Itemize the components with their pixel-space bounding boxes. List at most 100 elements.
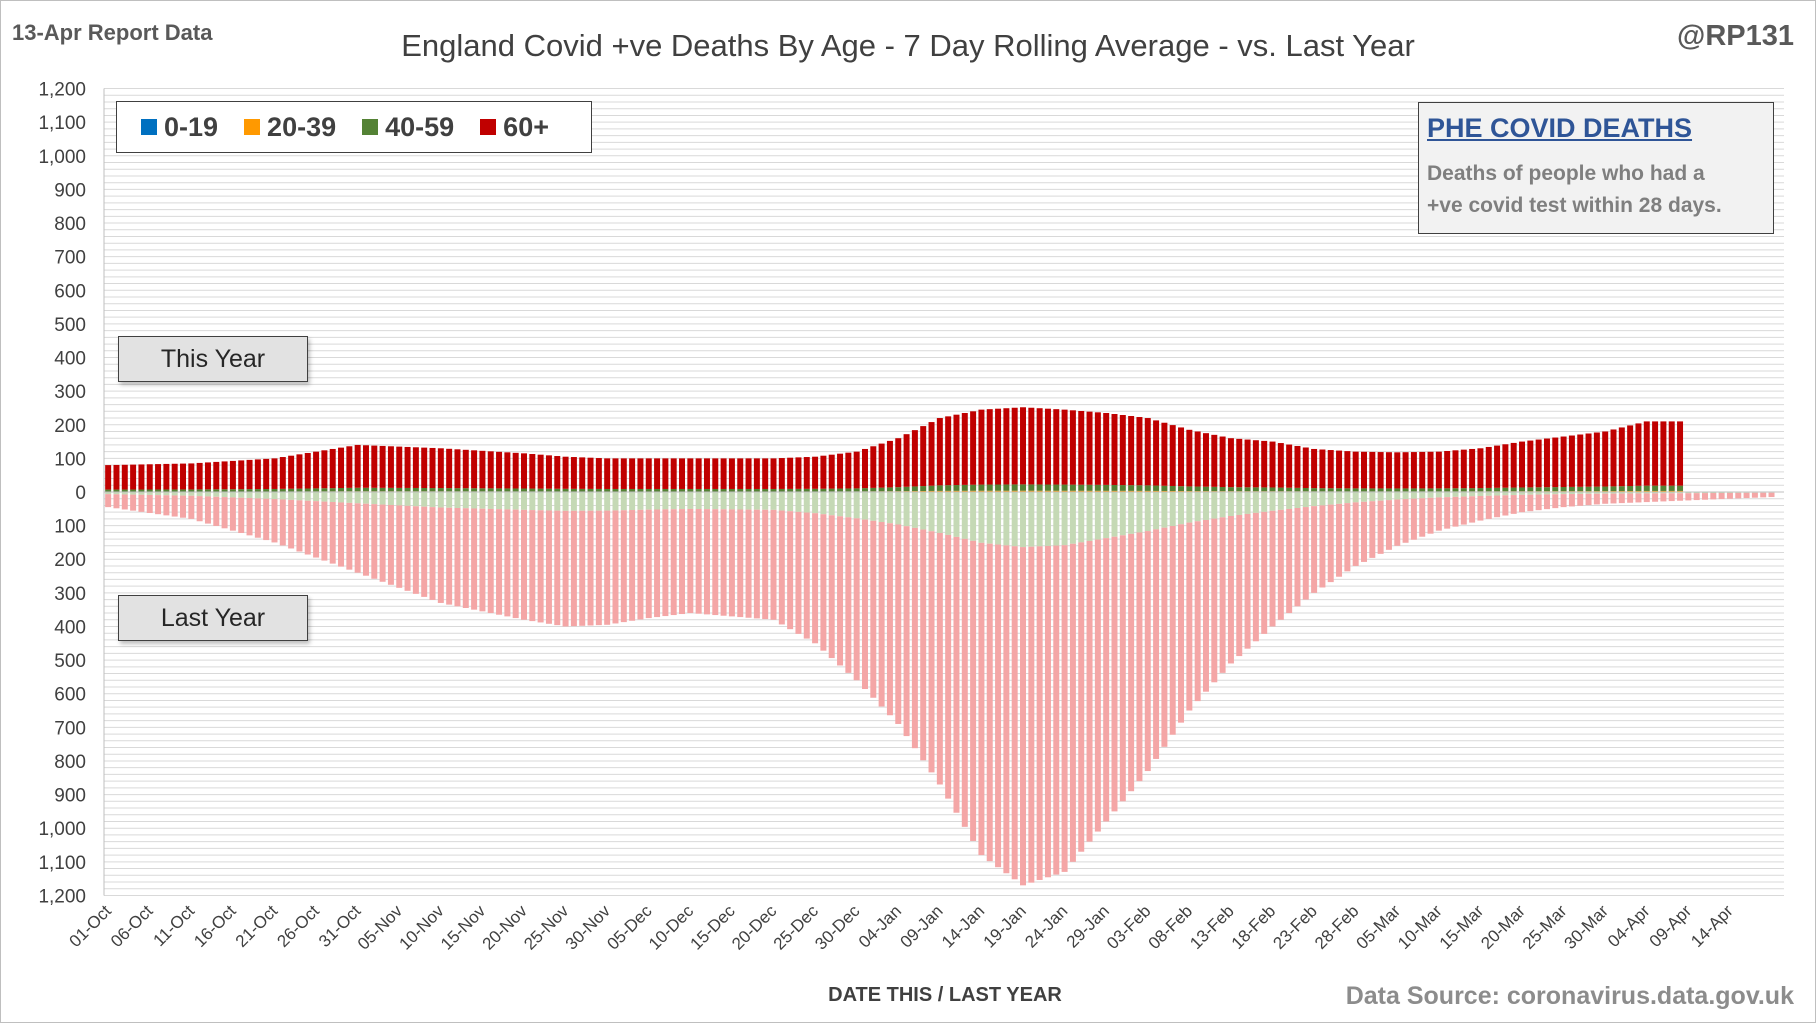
last-year-bar-60-plus bbox=[1710, 493, 1717, 500]
this-year-bar-20-39 bbox=[911, 491, 918, 492]
last-year-bar-40-59 bbox=[961, 492, 968, 539]
this-year-bar-60-plus bbox=[978, 409, 985, 485]
this-year-bar-40-59 bbox=[1094, 484, 1101, 491]
last-year-bar-60-plus bbox=[886, 523, 893, 716]
last-year-bar-40-59 bbox=[1552, 492, 1559, 495]
x-tick-label: 10-Mar bbox=[1394, 901, 1446, 953]
this-year-bar-40-59 bbox=[579, 488, 586, 492]
this-year-bar-60-plus bbox=[529, 454, 536, 489]
this-year-bar-40-59 bbox=[695, 488, 702, 492]
this-year-bar-60-plus bbox=[920, 426, 927, 487]
note-line-1: Deaths of people who had a bbox=[1427, 162, 1705, 185]
this-year-bar-20-39 bbox=[936, 490, 943, 492]
last-year-bar-60-plus bbox=[221, 497, 228, 529]
this-year-bar-60-plus bbox=[180, 463, 187, 490]
last-year-bar-60-plus bbox=[1011, 546, 1018, 880]
this-year-bar-40-59 bbox=[970, 484, 977, 491]
last-year-bar-60-plus bbox=[637, 509, 644, 620]
last-year-bar-40-59 bbox=[1410, 492, 1417, 499]
last-year-bar-60-plus bbox=[1635, 493, 1642, 503]
this-year-bar-40-59 bbox=[1336, 488, 1343, 492]
definition-note: PHE COVID DEATHS Deaths of people who ha… bbox=[1418, 102, 1774, 234]
this-year-bar-40-59 bbox=[1444, 488, 1451, 492]
this-year-bar-40-59 bbox=[986, 484, 993, 491]
this-year-bar-40-59 bbox=[1153, 485, 1160, 491]
last-year-bar-40-59 bbox=[837, 492, 844, 517]
y-tick-label: 1,000 bbox=[38, 147, 86, 168]
last-year-bar-40-59 bbox=[612, 492, 619, 511]
this-year-bar-40-59 bbox=[229, 489, 236, 492]
this-year-bar-60-plus bbox=[645, 458, 652, 489]
this-year-bar-60-plus bbox=[496, 451, 503, 489]
x-tick-label: 28-Feb bbox=[1311, 901, 1363, 953]
last-year-bar-60-plus bbox=[1701, 493, 1708, 500]
last-year-bar-40-59 bbox=[1169, 492, 1176, 526]
this-year-bar-60-plus bbox=[945, 416, 952, 486]
this-year-bar-40-59 bbox=[1269, 487, 1276, 492]
last-year-bar-40-59 bbox=[387, 492, 394, 505]
last-year-bar-60-plus bbox=[421, 506, 428, 597]
last-year-bar-40-59 bbox=[1693, 492, 1700, 494]
this-year-bar-60-plus bbox=[936, 418, 943, 486]
last-year-bar-60-plus bbox=[1726, 492, 1733, 499]
this-year-bar-60-plus bbox=[1344, 451, 1351, 489]
last-year-bar-60-plus bbox=[1319, 505, 1326, 588]
this-year-bar-20-39 bbox=[1003, 490, 1010, 492]
this-year-bar-40-59 bbox=[1136, 485, 1143, 491]
last-year-bar-40-59 bbox=[1701, 492, 1708, 494]
x-tick-label: 13-Feb bbox=[1186, 901, 1238, 953]
this-year-bar-40-59 bbox=[853, 488, 860, 492]
last-year-bar-60-plus bbox=[1552, 494, 1559, 509]
this-year-bar-40-59 bbox=[670, 488, 677, 492]
last-year-bar-60-plus bbox=[504, 509, 511, 617]
last-year-bar-60-plus bbox=[1469, 496, 1476, 523]
last-year-bar-40-59 bbox=[1261, 492, 1268, 512]
this-year-bar-60-plus bbox=[928, 422, 935, 486]
this-year-bar-60-plus bbox=[504, 452, 511, 489]
this-year-bar-20-39 bbox=[1677, 490, 1684, 492]
last-year-bar-40-59 bbox=[604, 492, 611, 511]
last-year-bar-60-plus bbox=[171, 495, 178, 517]
this-year-bar-20-39 bbox=[1069, 490, 1076, 492]
this-year-bar-40-59 bbox=[787, 488, 794, 492]
this-year-bar-20-39 bbox=[986, 490, 993, 492]
this-year-bar-60-plus bbox=[271, 458, 278, 489]
last-year-bar-60-plus bbox=[387, 504, 394, 585]
this-year-bar-40-59 bbox=[1161, 485, 1168, 491]
this-year-bar-60-plus bbox=[1327, 450, 1334, 489]
this-year-bar-40-59 bbox=[828, 488, 835, 492]
last-year-bar-40-59 bbox=[1252, 492, 1259, 513]
last-year-bar-60-plus bbox=[720, 509, 727, 616]
this-year-bar-40-59 bbox=[570, 488, 577, 492]
this-year-bar-60-plus bbox=[795, 457, 802, 489]
this-year-bar-20-39 bbox=[1618, 491, 1625, 492]
this-year-bar-60-plus bbox=[138, 464, 145, 490]
last-year-bar-40-59 bbox=[695, 492, 702, 510]
this-year-bar-40-59 bbox=[936, 485, 943, 491]
last-year-bar-60-plus bbox=[604, 510, 611, 625]
this-year-bar-60-plus bbox=[1003, 408, 1010, 485]
y-tick-label: 900 bbox=[54, 786, 86, 807]
x-tick-label: 20-Mar bbox=[1477, 901, 1529, 953]
last-year-bar-60-plus bbox=[1477, 496, 1484, 521]
last-year-bar-40-59 bbox=[346, 492, 353, 503]
last-year-bar-60-plus bbox=[903, 526, 910, 737]
last-year-bar-60-plus bbox=[362, 503, 369, 576]
last-year-bar-60-plus bbox=[1485, 495, 1492, 519]
this-year-bar-60-plus bbox=[828, 454, 835, 489]
this-year-bar-40-59 bbox=[928, 485, 935, 491]
last-year-bar-60-plus bbox=[795, 511, 802, 634]
chart-title: England Covid +ve Deaths By Age - 7 Day … bbox=[401, 28, 1415, 63]
last-year-bar-60-plus bbox=[121, 494, 128, 510]
legend-swatch-20-39 bbox=[244, 119, 261, 135]
last-year-bar-40-59 bbox=[1103, 492, 1110, 539]
y-tick-label: 900 bbox=[54, 180, 86, 201]
last-year-bar-40-59 bbox=[471, 492, 478, 509]
x-tick-label: 30-Mar bbox=[1560, 901, 1612, 953]
this-year-bar-20-39 bbox=[928, 490, 935, 492]
last-year-bar-60-plus bbox=[1627, 493, 1634, 503]
last-year-bar-60-plus bbox=[1527, 494, 1534, 512]
last-year-bar-40-59 bbox=[313, 492, 320, 502]
last-year-bar-60-plus bbox=[479, 508, 486, 612]
this-year-bar-20-39 bbox=[1161, 490, 1168, 492]
